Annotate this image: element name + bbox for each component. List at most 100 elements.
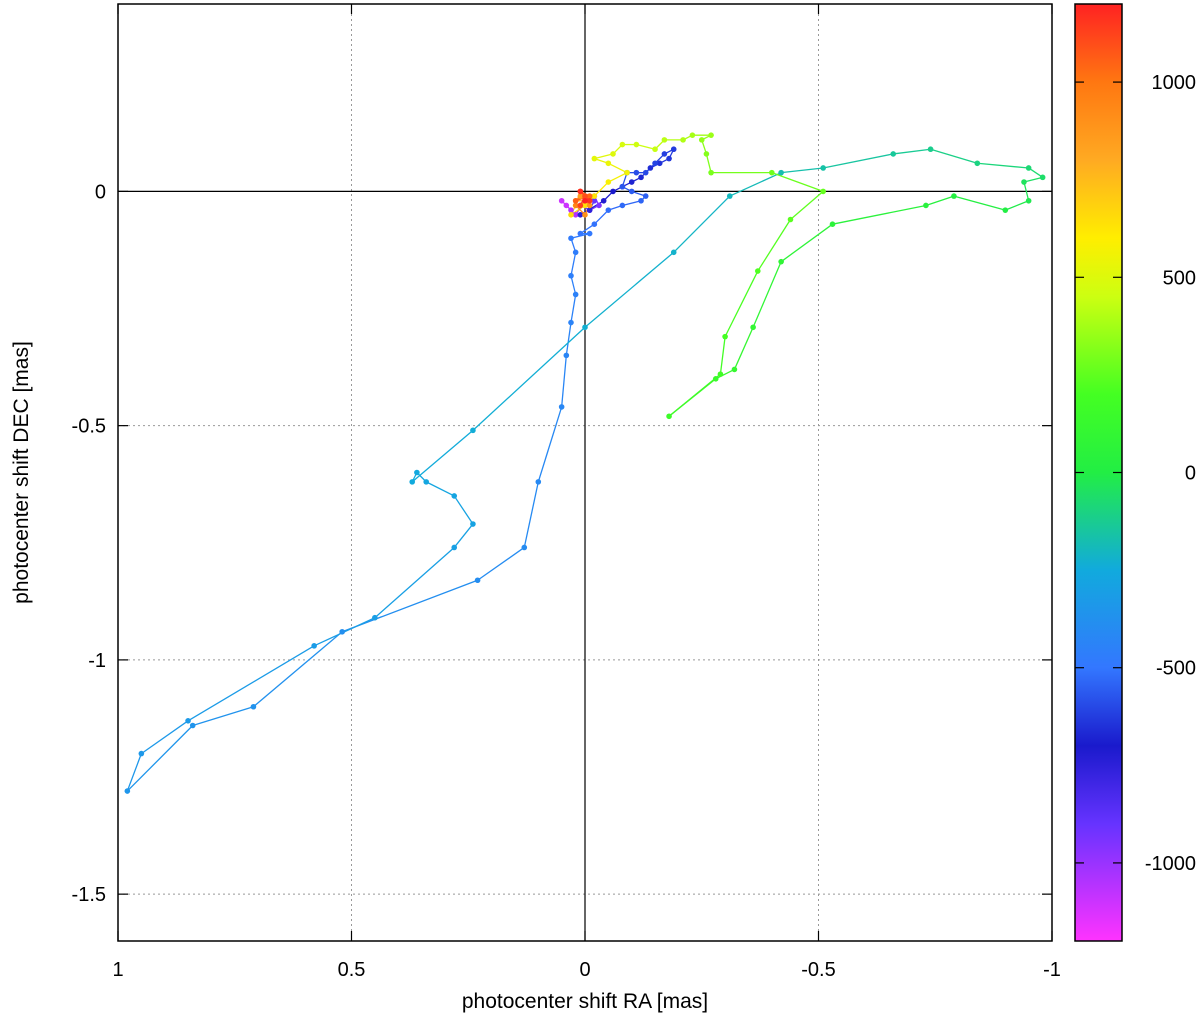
- series-segment: [752, 261, 782, 328]
- y-tick-label: -1: [88, 650, 106, 672]
- series-segment: [537, 406, 563, 483]
- data-point: [563, 352, 570, 359]
- series-segment: [1005, 200, 1029, 211]
- data-point: [577, 193, 584, 199]
- series-segment: [561, 355, 567, 407]
- data-point: [652, 160, 658, 167]
- series-segment: [719, 336, 726, 375]
- data-point: [558, 197, 565, 204]
- data-point: [1002, 207, 1009, 213]
- colorbar-tick-label: 500: [1163, 267, 1196, 289]
- data-point: [311, 643, 317, 649]
- series-segment: [729, 172, 782, 197]
- data-point: [474, 577, 481, 584]
- series-segment: [374, 546, 455, 619]
- data-point: [1025, 165, 1032, 171]
- data-point: [582, 202, 588, 209]
- series-segment: [1023, 176, 1043, 183]
- data-point: [951, 193, 957, 199]
- data-point: [619, 202, 626, 209]
- series-segment: [570, 294, 577, 323]
- data-point: [750, 324, 756, 331]
- data-point: [577, 212, 584, 218]
- data-point: [778, 169, 784, 176]
- colorbar: 1000 500 0 -500 -1000: [1074, 3, 1196, 942]
- data-point: [829, 221, 836, 227]
- data-point: [778, 258, 784, 265]
- data-point: [409, 479, 416, 485]
- data-point: [708, 132, 714, 138]
- data-point: [138, 750, 145, 757]
- series-segment: [636, 143, 656, 150]
- data-point: [124, 788, 131, 794]
- data-point: [568, 235, 574, 242]
- data-point: [820, 165, 826, 171]
- grid-lines: [118, 4, 1052, 941]
- data-point: [670, 146, 677, 153]
- series-segment: [523, 481, 539, 548]
- series-segment: [673, 195, 731, 253]
- x-tick-label: 1: [112, 959, 123, 981]
- data-point: [642, 193, 649, 199]
- data-point: [586, 193, 593, 199]
- series-segment: [593, 181, 609, 197]
- series-segment: [570, 252, 577, 276]
- data-point: [596, 202, 602, 209]
- data-point: [633, 169, 640, 176]
- data-point: [586, 230, 593, 237]
- data-point: [572, 212, 579, 218]
- data-point: [521, 544, 528, 551]
- series-segment: [780, 223, 833, 263]
- data-point: [568, 207, 574, 213]
- data-point: [628, 188, 635, 195]
- series-segment: [565, 322, 572, 356]
- data-point: [451, 544, 458, 551]
- colorbar-tick-label: -500: [1156, 658, 1196, 680]
- x-axis-label: photocenter shift RA [mas]: [462, 990, 708, 1013]
- data-point: [652, 146, 658, 153]
- data-point: [923, 202, 929, 209]
- data-point: [591, 193, 598, 199]
- data-point: [605, 179, 612, 185]
- y-tick-label: 0: [95, 181, 106, 203]
- data-point: [698, 137, 705, 143]
- series-segment: [724, 270, 759, 337]
- series-segment: [579, 223, 595, 235]
- series-segment: [584, 251, 675, 328]
- data-point: [642, 169, 649, 176]
- data-point: [572, 202, 579, 209]
- series-segment: [593, 209, 609, 225]
- series-segment: [425, 481, 455, 497]
- series-segment: [668, 373, 721, 417]
- series-segment: [608, 172, 628, 183]
- series-segment: [823, 153, 894, 169]
- data-point: [666, 155, 672, 162]
- data-point: [731, 366, 738, 373]
- series-segment: [594, 153, 614, 160]
- series-segment: [341, 579, 478, 633]
- series-segment: [570, 204, 586, 216]
- data-point: [605, 207, 612, 213]
- data-point: [754, 268, 761, 274]
- data-point: [703, 151, 710, 157]
- data-point: [577, 202, 584, 209]
- data-point: [582, 212, 588, 218]
- series-segment: [477, 546, 525, 581]
- data-point: [633, 141, 640, 148]
- series-segment: [771, 172, 824, 193]
- series-segment: [1023, 181, 1030, 201]
- data-point: [339, 628, 345, 635]
- data-point: [726, 193, 733, 199]
- data-point: [689, 132, 696, 138]
- data-point: [666, 413, 672, 420]
- series-segment: [715, 368, 735, 380]
- data-point: [1025, 197, 1032, 204]
- axes: 1 0.5 0 -0.5 -1 0 -0.5 -1 -1.5: [72, 4, 1061, 981]
- series-segment: [622, 200, 642, 207]
- data-point: [563, 202, 570, 209]
- data-point: [712, 376, 719, 382]
- data-point: [572, 249, 579, 256]
- data-point: [708, 169, 714, 176]
- data-point: [974, 160, 981, 167]
